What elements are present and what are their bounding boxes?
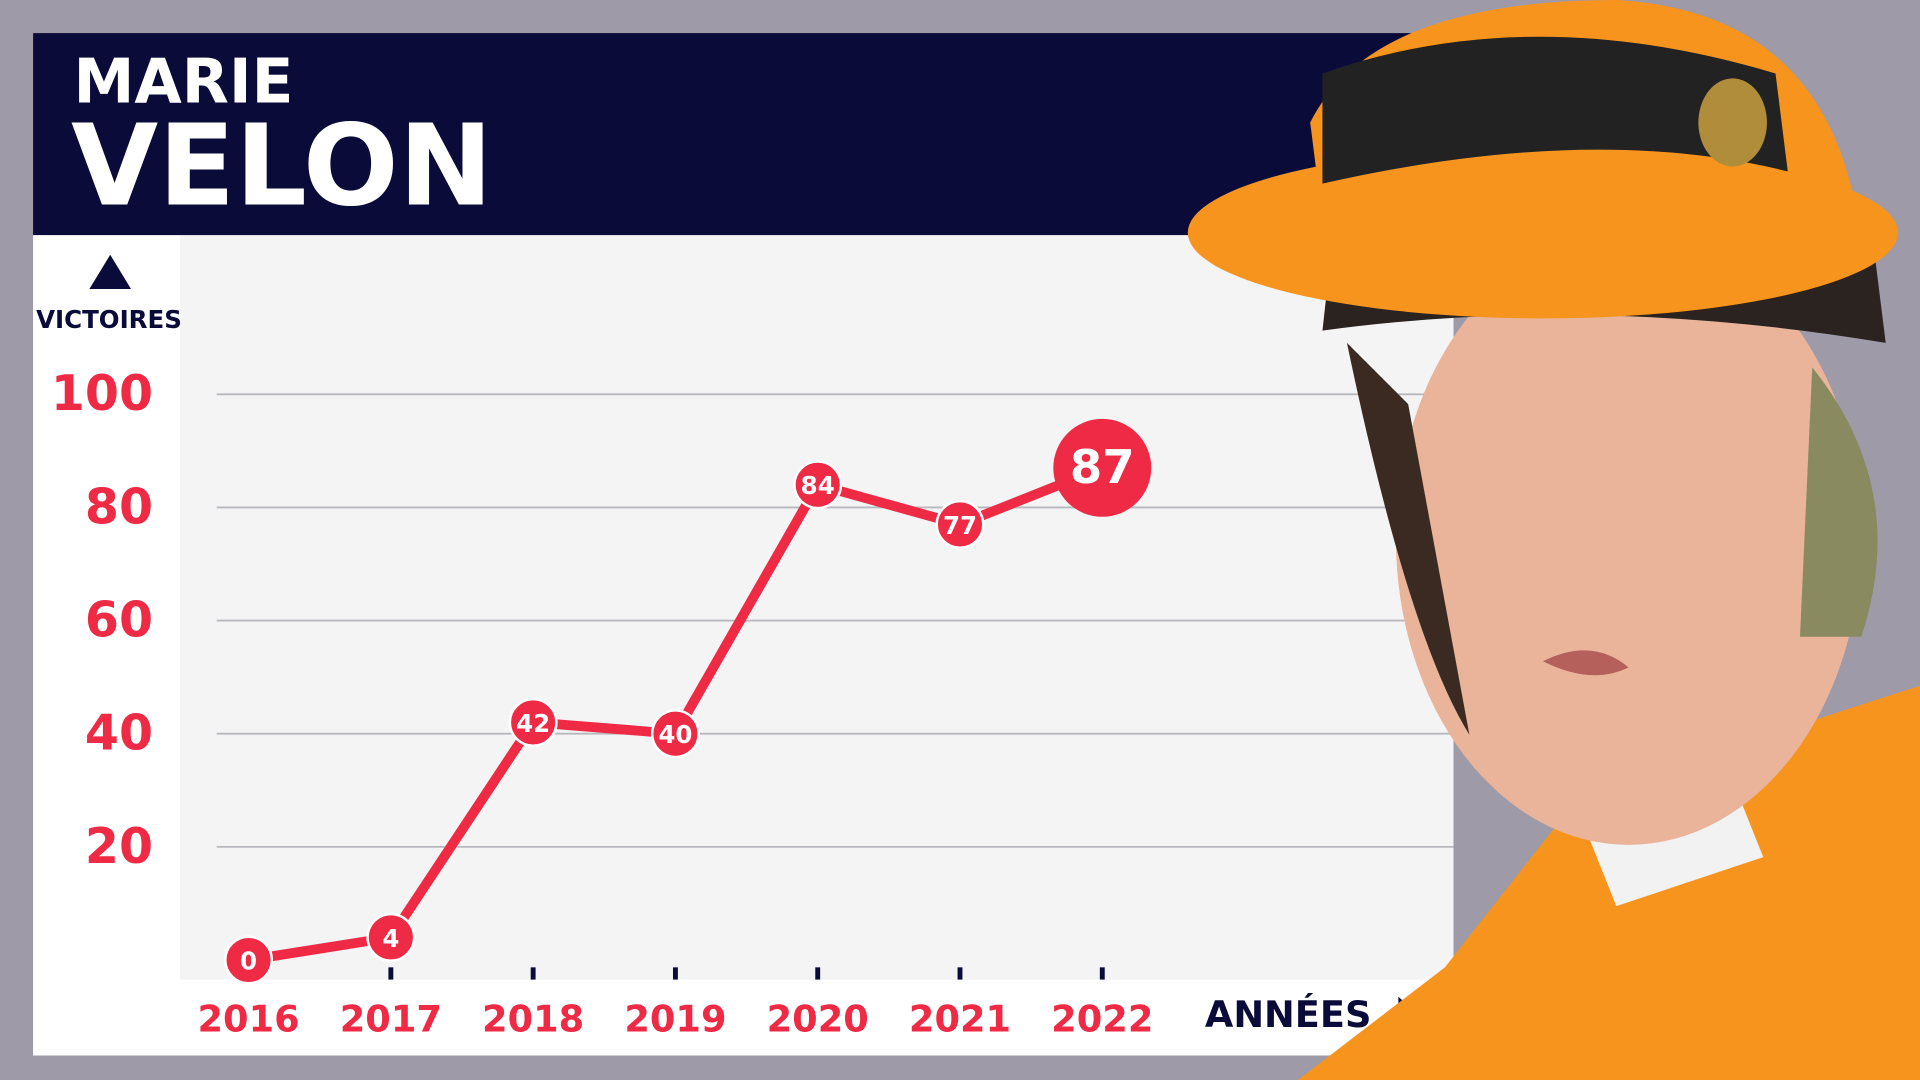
- data-label: 84: [801, 471, 835, 500]
- y-tick-label: 20: [85, 818, 153, 875]
- x-tick-label: 2022: [1051, 998, 1153, 1041]
- y-axis-label: VICTOIRES: [36, 305, 182, 334]
- data-point: [650, 709, 700, 759]
- plot: 20 40 60 80 100 2016 2017 2018 2019 2020 2021 2022 0…: [51, 365, 1454, 1041]
- title-first: MARIE: [73, 46, 293, 117]
- data-label: 77: [943, 511, 977, 540]
- title-last: VELON: [71, 100, 493, 232]
- data-label: 87: [1070, 440, 1135, 494]
- x-tick-label: 2017: [340, 998, 442, 1041]
- y-axis-arrow: [89, 254, 132, 289]
- y-tick-label: 60: [85, 592, 153, 649]
- data-point: [508, 697, 558, 747]
- y-tick-label: 40: [85, 705, 153, 762]
- x-tick-label: 2021: [909, 998, 1011, 1041]
- plot-area: [180, 235, 1454, 980]
- x-tick-label: 2018: [482, 998, 584, 1041]
- x-tick-label: 2019: [624, 998, 726, 1041]
- data-label: 40: [658, 720, 692, 749]
- data-point: [224, 935, 274, 985]
- data-label: 0: [240, 946, 257, 975]
- data-point: [935, 499, 985, 549]
- portrait: [1187, 0, 1920, 1080]
- y-tick-label: 80: [85, 478, 153, 535]
- y-tick-label: 100: [51, 365, 153, 422]
- x-tick-label: 2016: [197, 998, 299, 1041]
- data-point: [1053, 418, 1152, 517]
- data-point: [793, 460, 843, 510]
- x-axis-label: ANNÉES: [1205, 992, 1372, 1036]
- x-tick-label: 2020: [767, 998, 869, 1041]
- data-label: 4: [382, 924, 399, 953]
- data-label: 42: [516, 709, 550, 738]
- data-point: [366, 912, 416, 962]
